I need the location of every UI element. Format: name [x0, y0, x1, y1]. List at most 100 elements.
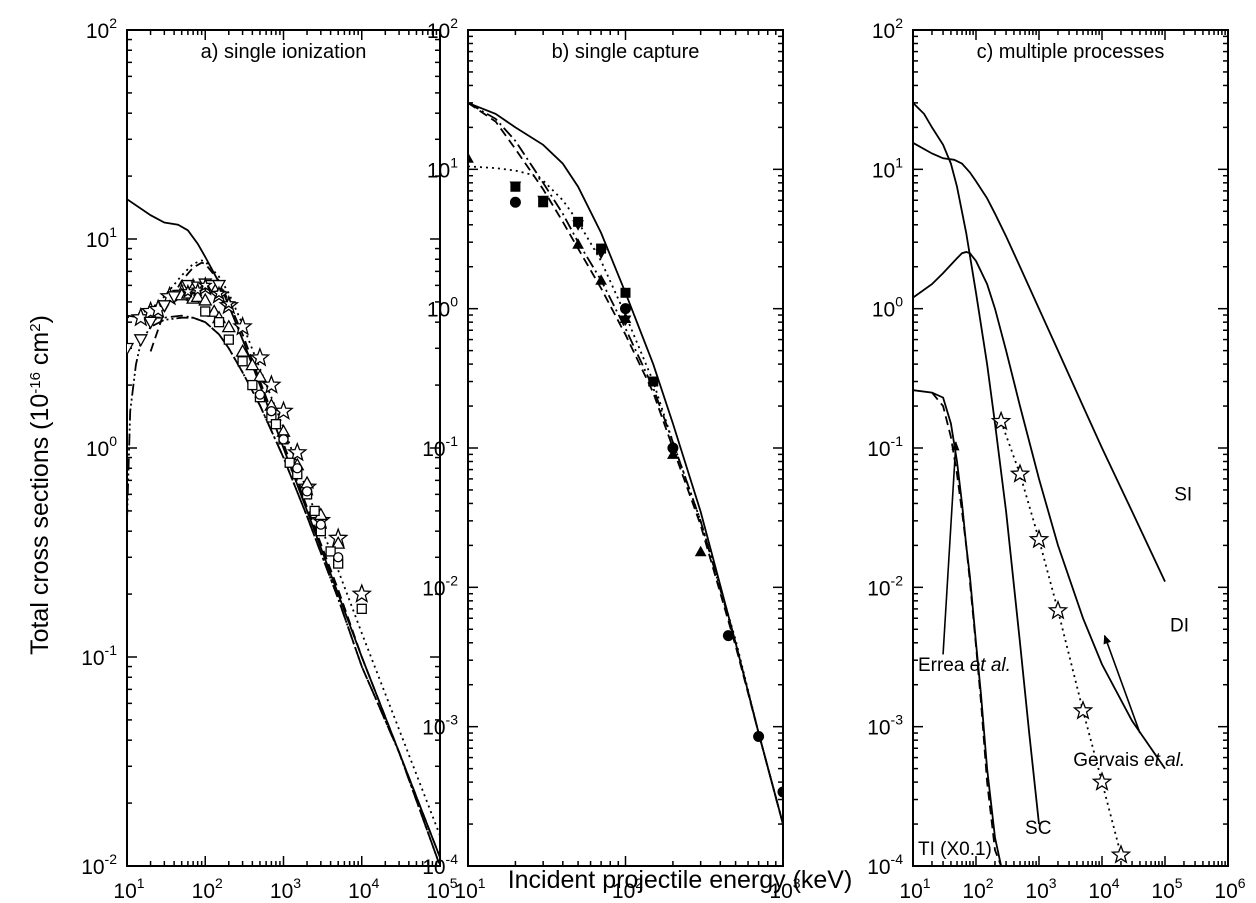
data-point-tri-down-open — [157, 300, 172, 313]
data-point-circle-filled — [777, 786, 783, 798]
data-point-tri-up-open — [207, 304, 222, 317]
y-tick-label: 102 — [427, 15, 458, 43]
data-point-square-open — [309, 505, 320, 517]
data-point-tri-down-open — [133, 334, 148, 347]
data-point-tri-down-filled — [595, 248, 607, 260]
y-tick-label: 10-2 — [81, 851, 117, 879]
series-line-dashdot — [127, 314, 440, 866]
x-tick-label: 102 — [962, 875, 993, 903]
series-line-dashed — [468, 102, 783, 825]
x-tick-label: 104 — [1088, 875, 1119, 903]
data-point-circle-filled — [753, 731, 765, 743]
y-tick-label: 101 — [86, 224, 117, 252]
data-point-tri-down-filled — [509, 181, 522, 192]
annotation-arrow — [942, 441, 960, 655]
data-point-circle-open — [301, 486, 313, 497]
x-tick-label: 104 — [348, 875, 379, 903]
data-point-circle-open — [333, 552, 344, 563]
data-point-star-open — [261, 374, 282, 394]
y-tick-label: 10-2 — [422, 572, 458, 600]
x-tick-label: 101 — [899, 875, 930, 903]
data-point-tri-up-filled — [667, 448, 679, 459]
data-point-star-open — [1047, 599, 1069, 620]
y-tick-label: 100 — [872, 294, 903, 322]
series-line-solid — [468, 102, 783, 825]
y-tick-label: 10-4 — [867, 851, 903, 879]
y-tick-label: 10-1 — [422, 433, 458, 461]
x-tick-label: 102 — [612, 875, 643, 903]
data-point-circle-filled — [722, 630, 734, 642]
data-point-square-open — [237, 356, 248, 367]
data-point-circle-filled — [620, 303, 631, 315]
annotation-label: SI — [1174, 484, 1192, 505]
data-point-star-small — [221, 295, 237, 311]
data-point-circle-open — [315, 519, 326, 530]
data-point-tri-down-open — [143, 316, 158, 330]
data-point-tri-down-filled — [537, 195, 549, 207]
data-point-star-open — [1091, 771, 1113, 791]
data-point-tri-up-filled — [694, 545, 707, 557]
series-line-dashdot — [468, 102, 783, 825]
data-point-star-small — [180, 283, 196, 299]
y-tick-label: 10-3 — [867, 712, 903, 740]
y-tick-label: 101 — [872, 154, 903, 182]
x-tick-label: 103 — [769, 875, 800, 903]
data-point-square-open — [270, 419, 282, 430]
data-point-tri-up-open — [221, 319, 236, 333]
x-tick-label: 105 — [426, 875, 457, 903]
data-point-circle-open — [278, 434, 289, 445]
plot-area — [913, 102, 1166, 866]
data-point-tri-up-open — [331, 535, 346, 549]
data-point-square-open — [284, 457, 295, 468]
x-tick-label: 103 — [1025, 875, 1056, 903]
y-tick-label: 10-3 — [422, 712, 458, 740]
y-tick-label: 102 — [86, 15, 117, 43]
data-point-star-open — [1009, 463, 1031, 483]
x-tick-label: 106 — [1214, 875, 1245, 903]
data-point-square-open — [325, 546, 336, 557]
y-tick-label: 100 — [427, 294, 458, 322]
plot-frame — [912, 29, 1229, 867]
data-point-star-open — [232, 315, 253, 336]
annotation-label: SC — [1025, 818, 1051, 839]
annotation-label: Gervais et al. — [1073, 750, 1185, 771]
panel-title: b) single capture — [552, 41, 700, 63]
data-point-star-small — [197, 277, 213, 292]
y-axis-label: Total cross sections (10-16 cm2) — [26, 315, 54, 655]
annotation-arrow — [1103, 634, 1141, 734]
data-point-square-open — [213, 317, 225, 328]
data-point-tri-up-open — [245, 357, 260, 371]
data-point-tri-up-filled — [468, 152, 474, 163]
panel-single-capture: 101 102 103 10-4 10-3 10-2 10-1 100 101 102 b) sin… — [422, 15, 801, 903]
series-line-solid — [913, 102, 1040, 825]
data-point-square-open — [247, 379, 258, 391]
plot-area — [127, 198, 440, 866]
x-tick-label: 105 — [1151, 875, 1182, 903]
y-tick-label: 100 — [86, 433, 117, 461]
data-point-star-small — [211, 285, 227, 300]
data-point-tri-up-open — [198, 292, 213, 306]
data-point-tri-up-open — [190, 289, 205, 303]
x-tick-label: 101 — [113, 875, 144, 903]
plot-area — [468, 102, 783, 825]
data-point-square-filled — [620, 287, 631, 298]
y-tick-label: 10-1 — [867, 433, 903, 461]
y-tick-label: 10-2 — [867, 572, 903, 600]
annotation-label: Errea et al. — [918, 655, 1011, 676]
data-point-star-open — [1072, 699, 1094, 720]
panel-title: a) single ionization — [201, 41, 367, 63]
plot-frame — [467, 29, 784, 867]
series-line-dashdotdot — [127, 316, 440, 866]
data-point-tri-down-filled — [619, 315, 632, 326]
data-point-star-open — [351, 583, 373, 603]
y-tick-label: 101 — [427, 154, 458, 182]
data-point-star-open — [1110, 844, 1132, 864]
data-point-square-open — [356, 603, 367, 614]
data-point-square-filled — [648, 376, 659, 387]
data-point-circle-open — [292, 463, 303, 474]
data-point-circle-filled — [509, 196, 521, 208]
y-tick-label: 10-1 — [81, 642, 117, 670]
data-point-square-open — [200, 306, 211, 317]
data-point-tri-up-filled — [572, 238, 584, 249]
